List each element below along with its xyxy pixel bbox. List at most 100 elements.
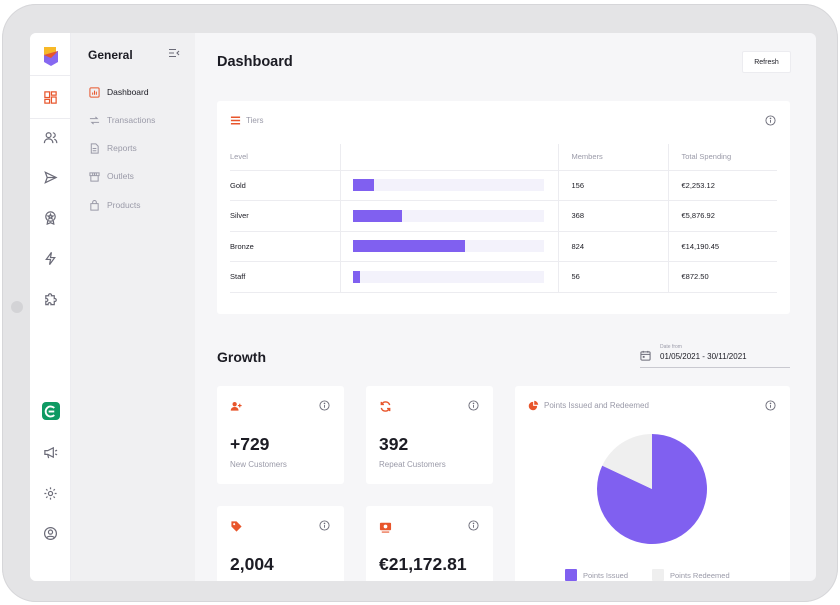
stat-value: 2,004 [230,554,274,574]
tiers-card: Tiers Level Members Total Spending Gold [217,101,790,314]
tier-spending: €872.50 [668,261,777,293]
stat-card-repeat-customers: 392 Repeat Customers [366,386,493,484]
users-icon[interactable] [30,122,71,152]
nav-item-products[interactable]: Products [89,197,141,213]
legend-label: Points Redeemed [670,570,730,580]
award-icon[interactable] [30,202,71,232]
nav-title: General [88,48,133,62]
tier-members: 156 [558,170,669,201]
column-header: Level [230,144,340,171]
icon-rail [30,33,71,581]
tier-bar [352,209,544,222]
info-icon[interactable] [319,400,330,411]
legend-item-issued: Points Issued [565,569,628,581]
puzzle-icon[interactable] [30,284,71,314]
send-icon[interactable] [30,162,71,192]
table-row[interactable]: Gold 156 €2,253.12 [230,170,777,201]
tier-bar [352,270,544,283]
nav-item-outlets[interactable]: Outlets [89,168,134,184]
tier-bar-fill [352,240,466,253]
legend-label: Points Issued [583,570,629,580]
settings-icon[interactable] [30,478,71,508]
pie-slice-points-redeemed[interactable] [602,434,652,489]
tier-bar [352,179,544,192]
store-icon [89,171,100,182]
tablet-frame: General Dashboard Transactions Reports O… [2,4,838,602]
refresh-button[interactable]: Refresh [742,51,791,73]
legend-swatch [652,569,664,581]
nav-item-label: Reports [107,143,137,153]
column-header: Total Spending [668,144,777,171]
stat-value: €21,172.81 [379,554,467,574]
points-pie-chart [597,434,707,544]
nav-item-label: Products [107,200,141,210]
info-icon[interactable] [319,520,330,531]
date-range-picker[interactable]: Date from 01/05/2021 - 30/11/2021 [640,342,790,368]
tag-icon [231,521,242,532]
nav-item-label: Outlets [107,171,134,181]
date-range-value: 01/05/2021 - 30/11/2021 [660,352,747,361]
stat-label: New Customers [230,460,287,469]
calendar-icon [640,350,651,361]
tier-level: Bronze [230,231,340,262]
table-row[interactable]: Silver 368 €5,876.92 [230,200,777,232]
date-label: Date from [660,344,682,350]
brand-icon[interactable] [30,396,71,426]
tiers-table: Level Members Total Spending Gold 156 €2… [230,144,777,293]
stat-card-cash: €21,172.81 [366,506,493,581]
info-icon[interactable] [765,400,776,411]
info-icon[interactable] [468,400,479,411]
bag-icon [90,199,99,211]
growth-title: Growth [217,349,266,365]
app-screen: General Dashboard Transactions Reports O… [30,33,816,581]
tier-members: 824 [558,231,669,262]
nav-item-label: Transactions [107,115,156,125]
nav-item-label: Dashboard [107,87,149,97]
points-title: Points Issued and Redeemed [544,401,649,410]
stat-card-new-customers: +729 New Customers [217,386,344,484]
add-user-icon [230,402,242,411]
tier-level: Silver [230,200,340,232]
nav-item-transactions[interactable]: Transactions [89,112,155,128]
tier-bar [352,240,544,253]
info-icon[interactable] [468,520,479,531]
device-button [11,301,23,313]
legend-item-redeemed: Points Redeemed [652,569,730,581]
table-header-row: Level Members Total Spending [230,144,777,171]
lightning-icon[interactable] [30,243,71,273]
megaphone-icon[interactable] [30,437,71,467]
tier-spending: €5,876.92 [668,200,777,232]
nav-panel: General Dashboard Transactions Reports O… [71,33,195,581]
repeat-icon [380,401,391,412]
nav-item-dashboard[interactable]: Dashboard [89,84,149,100]
points-card: Points Issued and Redeemed Points Issued… [515,386,790,581]
tier-bar-fill [352,209,403,222]
stat-value: +729 [230,434,270,454]
points-header: Points Issued and Redeemed [528,400,649,411]
cash-icon [379,522,392,533]
transfer-icon [89,115,100,125]
info-icon[interactable] [765,115,776,126]
stat-label: Repeat Customers [379,460,446,469]
tier-level: Staff [230,261,340,293]
tier-spending: €14,190.45 [668,231,777,262]
app-logo [44,47,58,66]
table-row[interactable]: Staff 56 €872.50 [230,261,777,293]
tier-bar-fill [352,270,361,283]
pie-chart-icon [528,400,539,411]
dashboard-icon[interactable] [30,75,71,119]
tiers-header: Tiers [230,115,263,126]
table-row[interactable]: Bronze 824 €14,190.45 [230,231,777,262]
collapse-menu-icon[interactable] [168,48,180,58]
tiers-title: Tiers [246,116,264,125]
nav-item-reports[interactable]: Reports [89,140,137,156]
chart-icon [89,86,100,98]
legend-swatch [565,569,577,581]
profile-icon[interactable] [30,518,71,548]
column-header [339,144,559,171]
column-header: Members [558,144,669,171]
tier-members: 56 [558,261,669,293]
stat-card-tag: 2,004 [217,506,344,581]
stat-value: 392 [379,434,409,454]
page-title: Dashboard [217,54,293,70]
